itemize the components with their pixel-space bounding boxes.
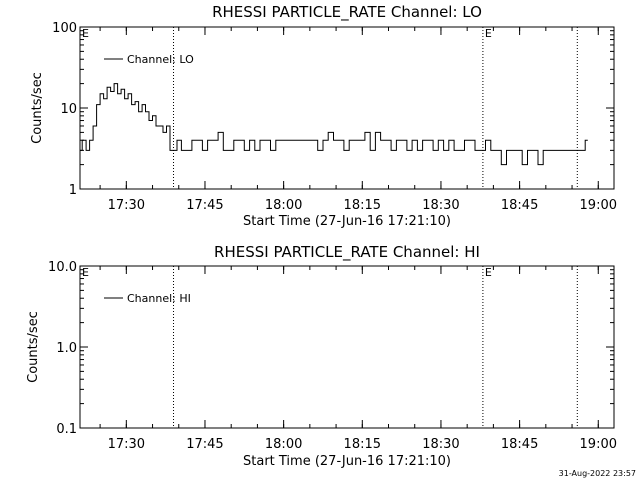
axis-frame — [79, 265, 615, 429]
series-line — [80, 83, 588, 166]
y-axis-label: Counts/sec — [30, 72, 45, 144]
hi-channel-chart: RHESSI PARTICLE_RATE Channel: HI Counts/… — [26, 243, 617, 469]
y-tick-label: 1 — [69, 183, 77, 198]
legend: Channel: HI — [104, 292, 191, 305]
x-tick-label: 19:00 — [580, 198, 617, 213]
y-tick-label: 10 — [60, 102, 77, 117]
axis-frame — [79, 26, 615, 190]
y-axis-label: Counts/sec — [26, 311, 41, 383]
x-tick-label: 17:45 — [186, 437, 223, 452]
x-tick-label: 18:45 — [501, 198, 538, 213]
y-tick-label: 0.1 — [56, 422, 77, 437]
x-axis-ticks: 17:30 17:45 18:00 18:15 18:30 18:45 19:00 — [99, 27, 617, 213]
legend-label: Channel: HI — [127, 292, 191, 305]
x-tick-label: 18:15 — [344, 437, 381, 452]
x-axis-label: Start Time (27-Jun-16 17:21:10) — [243, 454, 451, 469]
y-tick-label: 100 — [52, 21, 77, 36]
x-tick-label: 18:00 — [265, 437, 302, 452]
event-lines: EE — [82, 266, 578, 428]
x-axis-ticks: 17:30 17:45 18:00 18:15 18:30 18:45 19:00 — [99, 266, 617, 452]
x-tick-label: 18:30 — [422, 198, 459, 213]
x-axis-label: Start Time (27-Jun-16 17:21:10) — [243, 214, 451, 229]
x-tick-label: 17:45 — [186, 198, 223, 213]
chart-title: RHESSI PARTICLE_RATE Channel: LO — [212, 3, 482, 22]
x-tick-label: 18:15 — [344, 198, 381, 213]
x-tick-label: 18:45 — [501, 437, 538, 452]
y-axis-ticks: 1 10 100 — [52, 21, 614, 198]
x-tick-label: 17:30 — [108, 437, 145, 452]
event-label: E — [485, 266, 492, 279]
plot-frame — [79, 26, 615, 190]
y-tick-label: 1.0 — [56, 341, 77, 356]
y-axis-ticks: 0.1 1.0 10.0 — [48, 260, 614, 437]
edge-label: E — [82, 27, 89, 40]
chart-title: RHESSI PARTICLE_RATE Channel: HI — [214, 243, 480, 262]
legend-label: Channel: LO — [127, 53, 194, 66]
y-tick-label: 10.0 — [48, 260, 77, 275]
legend: Channel: LO — [104, 53, 194, 66]
x-tick-label: 17:30 — [108, 198, 145, 213]
event-lines: EE — [82, 27, 578, 189]
x-tick-label: 19:00 — [580, 437, 617, 452]
lo-channel-chart: RHESSI PARTICLE_RATE Channel: LO Counts/… — [30, 3, 617, 229]
edge-label: E — [82, 266, 89, 279]
plot-frame — [79, 265, 615, 429]
footer-timestamp: 31-Aug-2022 23:57 — [559, 469, 636, 478]
series-lines — [80, 83, 588, 166]
x-tick-label: 18:00 — [265, 198, 302, 213]
event-label: E — [485, 27, 492, 40]
x-tick-label: 18:30 — [422, 437, 459, 452]
